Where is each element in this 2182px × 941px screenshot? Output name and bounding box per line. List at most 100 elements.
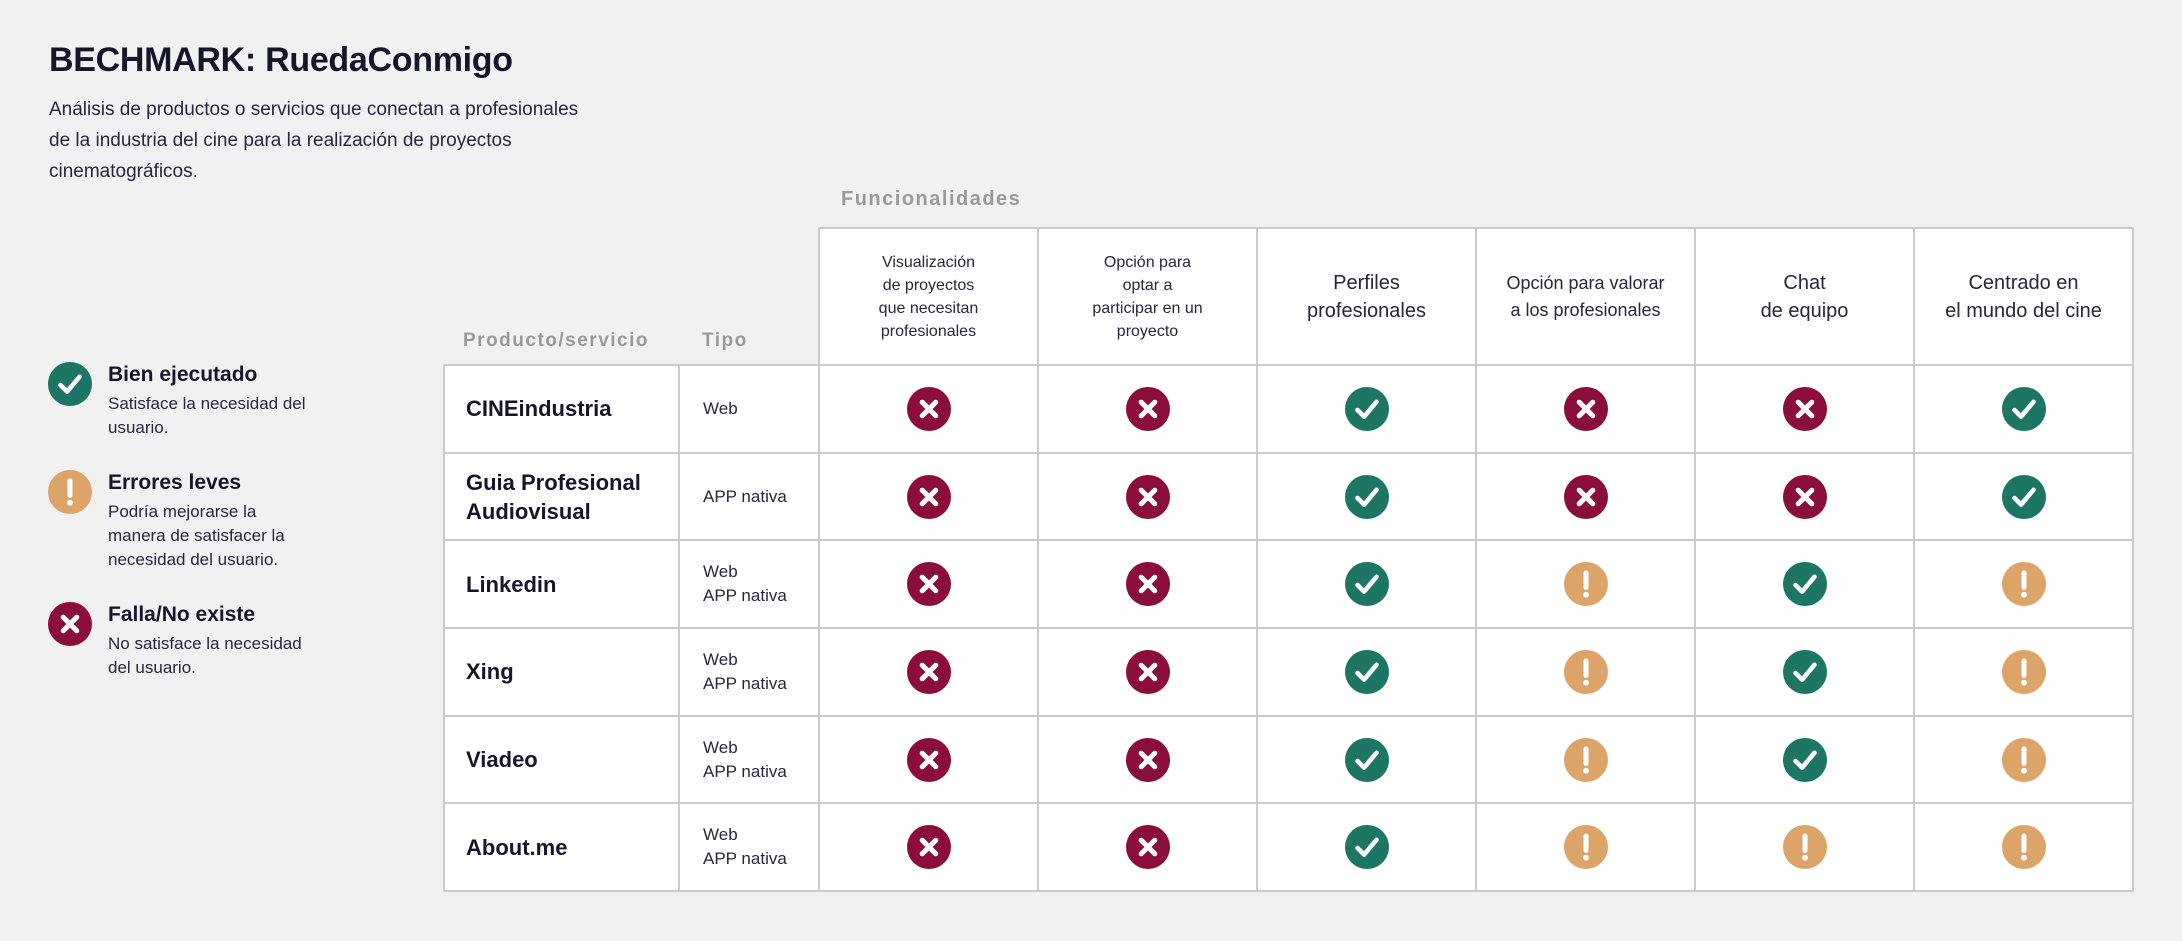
feature-status-cell	[1477, 629, 1696, 717]
product-name-cell: CINEindustria	[445, 366, 680, 454]
feature-status-cell	[1915, 716, 2134, 805]
legend-item-title: Errores leves	[108, 471, 242, 494]
feature-status-cell	[1258, 629, 1477, 717]
feature-status-cell	[820, 366, 1039, 454]
feature-status-cell	[1915, 366, 2134, 454]
feature-status-cell	[820, 453, 1039, 542]
feature-status-cell	[820, 541, 1039, 630]
feature-status-cell	[1258, 804, 1477, 893]
feature-status-cell	[1477, 453, 1696, 542]
feature-status-cell	[820, 804, 1039, 893]
feature-column-header-centrado: Centrado en el mundo del cine	[1915, 229, 2134, 364]
check-circle-icon	[1344, 474, 1389, 519]
legend-item-pass: Bien ejecutado Satisface la necesidad de…	[48, 362, 418, 440]
check-circle-icon	[1344, 562, 1389, 607]
feature-status-cell	[1258, 453, 1477, 542]
cross-circle-icon	[1125, 562, 1170, 607]
cross-circle-icon	[1563, 386, 1608, 431]
table-body: CINEindustria Web Guia Profesional Audiovi…	[443, 364, 2134, 893]
cross-circle-icon	[1125, 649, 1170, 694]
warning-circle-icon	[2001, 825, 2046, 870]
check-circle-icon	[1344, 737, 1389, 782]
check-circle-icon	[2001, 386, 2046, 431]
page-title: BECHMARK: RuedaConmigo	[49, 41, 513, 79]
legend-item-title: Bien ejecutado	[108, 363, 258, 386]
cross-circle-icon	[1563, 474, 1608, 519]
cross-circle-icon	[1782, 386, 1827, 431]
feature-status-cell	[820, 716, 1039, 805]
legend-item-text: Falla/No existe No satisface la necesida…	[108, 602, 302, 680]
feature-status-cell	[1477, 366, 1696, 454]
legend-item-description: Podría mejorarse la manera de satisfacer…	[108, 502, 285, 569]
cross-circle-icon	[906, 737, 951, 782]
feature-column-header-optar: Opción para optar a participar en un pro…	[1039, 229, 1258, 364]
warning-circle-icon	[1782, 825, 1827, 870]
warning-circle-icon	[2001, 649, 2046, 694]
feature-status-cell	[1696, 716, 1915, 805]
feature-column-header-visualizacion: Visualización de proyectos que necesitan…	[820, 229, 1039, 364]
product-type-cell: APP nativa	[680, 453, 820, 542]
product-type-cell: Web APP nativa	[680, 629, 820, 717]
intro-header: BECHMARK: RuedaConmigo Análisis de produ…	[49, 40, 749, 187]
feature-column-header-perfiles: Perfiles profesionales	[1258, 229, 1477, 364]
feature-status-cell	[1696, 804, 1915, 893]
check-circle-icon	[1782, 562, 1827, 607]
product-type-cell: Web	[680, 366, 820, 454]
feature-status-cell	[1039, 804, 1258, 893]
feature-status-cell	[1696, 541, 1915, 630]
legend-item-text: Bien ejecutado Satisface la necesidad de…	[108, 362, 306, 440]
product-type-cell: Web APP nativa	[680, 716, 820, 805]
product-column-header: Producto/servicio	[463, 330, 649, 351]
check-circle-icon	[48, 362, 92, 406]
check-circle-icon	[2001, 474, 2046, 519]
cross-circle-icon	[1782, 474, 1827, 519]
cross-circle-icon	[48, 602, 92, 646]
legend-item-title: Falla/No existe	[108, 603, 256, 626]
check-circle-icon	[1782, 649, 1827, 694]
page-description: Análisis de productos o servicios que co…	[49, 99, 579, 182]
cross-circle-icon	[906, 562, 951, 607]
legend-item-description: Satisface la necesidad del usuario.	[108, 394, 306, 437]
feature-status-cell	[1477, 541, 1696, 630]
feature-status-cell	[1696, 629, 1915, 717]
type-column-header: Tipo	[702, 330, 748, 351]
feature-header-row: Visualización de proyectos que necesitan…	[818, 227, 2134, 364]
cross-circle-icon	[1125, 825, 1170, 870]
feature-status-cell	[820, 629, 1039, 717]
feature-status-cell	[1039, 541, 1258, 630]
cross-circle-icon	[906, 474, 951, 519]
feature-status-cell	[1915, 804, 2134, 893]
feature-column-header-chat: Chat de equipo	[1696, 229, 1915, 364]
product-type-cell: Web APP nativa	[680, 541, 820, 630]
warning-circle-icon	[1563, 649, 1608, 694]
cross-circle-icon	[906, 649, 951, 694]
check-circle-icon	[1344, 649, 1389, 694]
warning-circle-icon	[48, 470, 92, 514]
cross-circle-icon	[1125, 386, 1170, 431]
feature-status-cell	[1696, 366, 1915, 454]
warning-circle-icon	[1563, 737, 1608, 782]
warning-circle-icon	[2001, 737, 2046, 782]
warning-circle-icon	[1563, 562, 1608, 607]
check-circle-icon	[1782, 737, 1827, 782]
feature-status-cell	[1258, 716, 1477, 805]
feature-status-cell	[1477, 716, 1696, 805]
legend-item-description: No satisface la necesidad del usuario.	[108, 634, 302, 677]
legend: Bien ejecutado Satisface la necesidad de…	[48, 362, 418, 680]
legend-item-warn: Errores leves Podría mejorarse la manera…	[48, 470, 418, 572]
feature-status-cell	[1915, 453, 2134, 542]
feature-column-header-valorar: Opción para valorar a los profesionales	[1477, 229, 1696, 364]
features-group-label: Funcionalidades	[841, 188, 1022, 210]
warning-circle-icon	[1563, 825, 1608, 870]
product-name-cell: Guia Profesional Audiovisual	[445, 453, 680, 542]
cross-circle-icon	[1125, 474, 1170, 519]
legend-item-fail: Falla/No existe No satisface la necesida…	[48, 602, 418, 680]
legend-item-text: Errores leves Podría mejorarse la manera…	[108, 470, 285, 572]
check-circle-icon	[1344, 386, 1389, 431]
feature-status-cell	[1039, 716, 1258, 805]
feature-status-cell	[1258, 541, 1477, 630]
product-name-cell: Linkedin	[445, 541, 680, 630]
product-name-cell: Xing	[445, 629, 680, 717]
feature-status-cell	[1477, 804, 1696, 893]
